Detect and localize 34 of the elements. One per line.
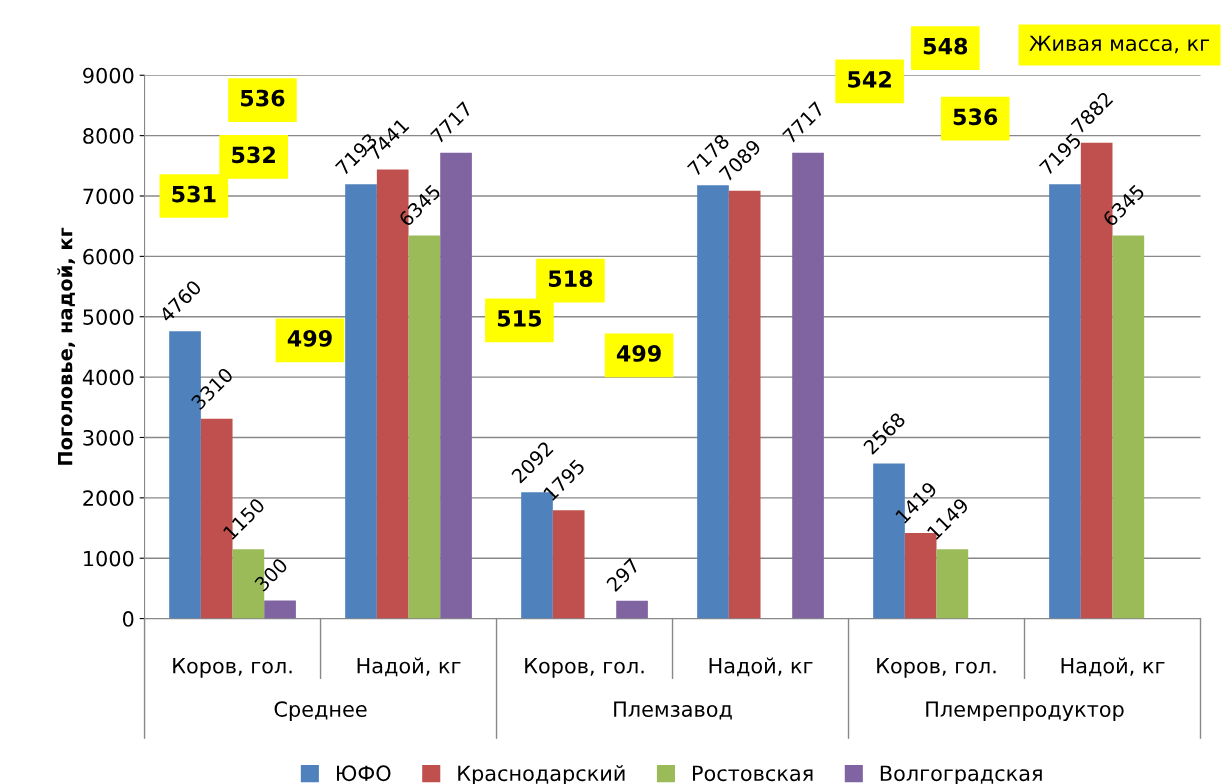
annotation: 532	[232, 146, 275, 164]
y-tick-label: 7000	[83, 188, 134, 205]
legend-label: Ростовская	[693, 765, 813, 782]
x-tick-label: Надой, кг	[1061, 657, 1165, 677]
y-tick-label: 8000	[83, 128, 134, 144]
data-label: 300	[253, 557, 289, 592]
y-tick-label: 6000	[83, 248, 134, 265]
annotation: 499	[616, 345, 661, 362]
x-tick-label: Коров, гол.	[173, 658, 292, 678]
y-tick-label: 0	[122, 611, 134, 627]
y-tick-label: 2000	[83, 490, 134, 507]
x-tick-label: Коров, гол.	[877, 658, 996, 678]
y-tick-label: 5000	[83, 309, 134, 325]
annotation: 515	[497, 310, 542, 327]
text: Племзавод	[614, 701, 732, 720]
annotation: 518	[548, 270, 593, 287]
x-tick-label: Надой, кг	[357, 657, 461, 677]
y-tick-label: 1000	[84, 550, 134, 567]
annotation: 542	[848, 70, 891, 88]
annotation: 536	[953, 108, 998, 126]
annotation: 536	[240, 89, 285, 107]
text: Среднее	[274, 701, 367, 722]
y-tick-label: 4000	[82, 369, 134, 386]
y-tick-label: 3000	[83, 429, 134, 446]
text: 548	[923, 37, 968, 55]
legend-label: ЮФО	[336, 765, 391, 782]
x-tick-label: Надой, кг	[709, 657, 813, 677]
annotation: 531	[172, 185, 216, 203]
y-tick-label: 9000	[83, 67, 134, 84]
x-tick-label: Коров, гол.	[525, 658, 644, 678]
annotation: 499	[287, 329, 332, 347]
text: Живая масса, кг	[1029, 35, 1210, 54]
text: Племрепродуктор	[926, 701, 1124, 722]
y-axis-title: Поголовье, надой, кг	[57, 227, 75, 465]
